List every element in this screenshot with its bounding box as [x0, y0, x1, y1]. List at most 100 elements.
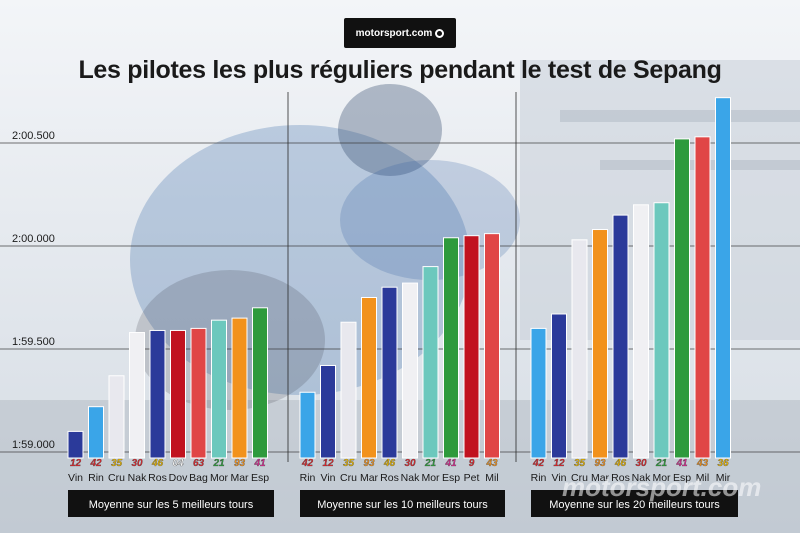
rider-number: 12 [553, 458, 565, 469]
rider-number: 46 [614, 458, 627, 469]
rider-number: 30 [404, 458, 416, 469]
x-tick-label: Rin [88, 472, 104, 484]
rider-number: 30 [131, 458, 143, 469]
x-tick-label: Cru [108, 472, 125, 484]
x-tick-label: Cru [571, 472, 588, 484]
x-tick-label: Vin [552, 472, 567, 484]
bar [674, 138, 690, 459]
logo-text: motorsport.com [355, 27, 433, 39]
bar [443, 237, 459, 459]
logo-dot-icon [435, 28, 445, 38]
x-tick-label: Esp [251, 472, 269, 484]
group-caption: Moyenne sur les 20 meilleurs tours [549, 499, 720, 511]
rider-number: 35 [343, 458, 355, 469]
bar [67, 430, 84, 459]
rider-number: 43 [485, 458, 498, 469]
group-caption: Moyenne sur les 10 meilleurs tours [317, 499, 488, 511]
bar [484, 233, 500, 459]
bar [231, 317, 248, 459]
bar [170, 329, 186, 459]
chart-title: Les pilotes les plus réguliers pendant l… [78, 56, 722, 84]
group-caption: Moyenne sur les 5 meilleurs tours [89, 499, 254, 511]
x-tick-label: Vin [68, 472, 83, 484]
bar [633, 204, 649, 459]
rider-number: 93 [363, 458, 375, 469]
x-tick-label: Rin [300, 472, 316, 484]
x-tick-label: Pet [464, 472, 480, 484]
x-tick-label: Dov [169, 472, 188, 484]
caption-box [300, 490, 505, 517]
caption-box [531, 490, 738, 517]
rider-number: 93 [234, 458, 246, 469]
x-tick-label: Mil [696, 472, 709, 484]
motorsport-logo: motorsport.com [344, 18, 456, 48]
bar [592, 229, 608, 459]
x-tick-label: Rin [531, 472, 547, 484]
rider-number: 04 [172, 458, 184, 469]
rider-number: 35 [111, 458, 123, 469]
rider-number: 35 [574, 458, 586, 469]
y-tick-label: 2:00.000 [12, 233, 55, 245]
bar [612, 214, 629, 459]
bar [320, 364, 336, 459]
rider-number: 41 [675, 458, 688, 469]
rider-number: 43 [696, 458, 709, 469]
bar [715, 97, 731, 459]
y-tick-label: 1:59.500 [12, 336, 55, 348]
bar [211, 319, 227, 459]
rider-number: 46 [383, 458, 396, 469]
x-tick-label: Mar [591, 472, 610, 484]
bar [402, 282, 418, 459]
x-tick-label: Nak [632, 472, 651, 484]
bar [530, 327, 547, 459]
bar [190, 327, 207, 459]
rider-number: 63 [193, 458, 205, 469]
bar [422, 266, 439, 459]
bar [88, 406, 104, 459]
rider-number: 12 [322, 458, 334, 469]
rider-number: 21 [655, 458, 668, 469]
bar [299, 391, 316, 459]
rider-number: 42 [301, 458, 314, 469]
x-tick-label: Nak [401, 472, 420, 484]
x-tick-label: Vin [321, 472, 336, 484]
x-tick-label: Mil [485, 472, 498, 484]
rider-number: 21 [212, 458, 225, 469]
bar [571, 239, 588, 459]
rider-number: 42 [89, 458, 102, 469]
y-tick-label: 1:59.000 [12, 439, 55, 451]
bar [463, 235, 480, 459]
watermark: motorsport.com [562, 472, 762, 502]
x-tick-label: Nak [128, 472, 147, 484]
x-tick-label: Mir [716, 472, 731, 484]
x-tick-label: Bag [189, 472, 208, 484]
x-tick-label: Esp [442, 472, 460, 484]
x-tick-label: Mar [360, 472, 379, 484]
bar [129, 332, 145, 459]
x-tick-label: Mar [230, 472, 249, 484]
x-tick-label: Ros [380, 472, 399, 484]
x-tick-label: Ros [148, 472, 167, 484]
rider-number: 46 [151, 458, 164, 469]
x-tick-label: Mor [652, 472, 671, 484]
rider-number: 21 [424, 458, 437, 469]
rider-number: 30 [635, 458, 647, 469]
x-tick-label: Cru [340, 472, 357, 484]
x-tick-label: Mor [421, 472, 440, 484]
bar [361, 297, 377, 459]
bar [108, 375, 125, 459]
rider-number: 41 [253, 458, 266, 469]
rider-number: 42 [532, 458, 545, 469]
bar [252, 307, 268, 459]
y-tick-label: 2:00.500 [12, 130, 55, 142]
rider-number: 12 [70, 458, 82, 469]
bar [340, 321, 357, 459]
bar [653, 202, 670, 459]
bar [694, 136, 711, 459]
x-tick-label: Ros [611, 472, 630, 484]
bar [551, 313, 567, 459]
caption-box [68, 490, 274, 517]
rider-number: 36 [717, 458, 729, 469]
